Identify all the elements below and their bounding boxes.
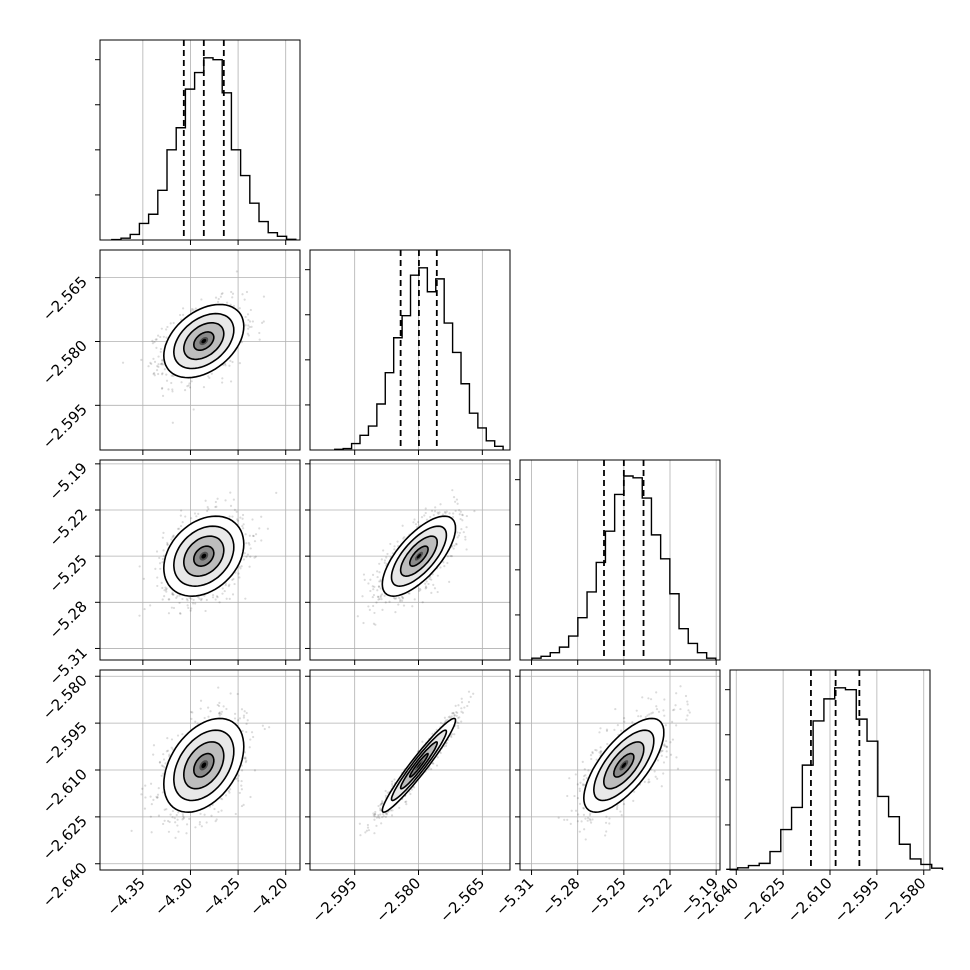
contour-line bbox=[172, 525, 235, 588]
x-tick-label: −5.31 bbox=[492, 874, 537, 919]
y-tick-label: −2.580 bbox=[39, 337, 91, 389]
y-tick-label: −2.595 bbox=[39, 400, 91, 452]
y-tick-label: −2.595 bbox=[39, 718, 91, 770]
histogram-panel-1 bbox=[305, 249, 511, 455]
scatter-panel-3-0 bbox=[95, 669, 301, 875]
y-tick-label: −2.640 bbox=[39, 859, 91, 911]
scatter-points bbox=[130, 686, 271, 840]
contour-line bbox=[592, 729, 655, 802]
x-tick-label: −2.595 bbox=[309, 874, 361, 926]
contour-line bbox=[192, 331, 215, 351]
contour-line bbox=[192, 545, 215, 568]
x-tick-label: −2.580 bbox=[878, 874, 930, 926]
x-tick-label: −4.30 bbox=[151, 874, 196, 919]
x-tick-label: −2.565 bbox=[436, 874, 488, 926]
histogram-panel-0 bbox=[95, 39, 301, 245]
density-peak bbox=[416, 553, 422, 559]
x-tick-label: −2.610 bbox=[784, 874, 836, 926]
x-tick-label: −5.22 bbox=[631, 874, 676, 919]
x-tick-label: −5.28 bbox=[538, 874, 583, 919]
contour-line bbox=[582, 717, 665, 814]
y-tick-label: −2.565 bbox=[39, 273, 91, 325]
panel-frame bbox=[99, 459, 301, 661]
contour-line bbox=[192, 752, 215, 778]
panel-frame bbox=[99, 39, 301, 241]
contour-line bbox=[381, 717, 457, 814]
x-tick-label: −4.25 bbox=[199, 874, 244, 919]
contour-line bbox=[182, 322, 225, 361]
panel-frame bbox=[309, 459, 511, 661]
contour-line bbox=[612, 752, 635, 778]
scatter-panel-2-0 bbox=[95, 459, 301, 665]
density-peak bbox=[416, 762, 422, 769]
panel-frame bbox=[519, 459, 721, 661]
y-tick-label: −5.19 bbox=[46, 459, 91, 504]
panel-frame bbox=[309, 249, 511, 451]
contour-line bbox=[182, 535, 225, 578]
y-tick-label: −2.625 bbox=[39, 812, 91, 864]
contour-line bbox=[381, 515, 457, 598]
contour-line bbox=[409, 752, 429, 778]
panel-frame bbox=[99, 249, 301, 451]
scatter-panel-3-2 bbox=[515, 669, 721, 875]
contour-line bbox=[172, 729, 235, 802]
scatter-panel-2-1 bbox=[305, 459, 511, 665]
histogram-panel-3 bbox=[725, 669, 944, 875]
contour-line bbox=[162, 717, 245, 814]
x-tick-label: −2.595 bbox=[831, 874, 883, 926]
histogram-panel-2 bbox=[515, 459, 721, 665]
density-peak bbox=[201, 762, 207, 769]
contour-line bbox=[162, 303, 245, 379]
scatter-panel-1-0 bbox=[95, 249, 301, 455]
contour-line bbox=[602, 741, 645, 790]
contour-line bbox=[162, 515, 245, 598]
contour-line bbox=[390, 729, 448, 802]
x-tick-label: −2.580 bbox=[372, 874, 424, 926]
contour-line bbox=[182, 741, 225, 790]
scatter-points bbox=[557, 685, 691, 841]
contour-line bbox=[172, 312, 235, 370]
histogram-steps bbox=[726, 687, 944, 870]
density-peak bbox=[201, 553, 207, 559]
contour-line bbox=[399, 741, 439, 790]
scatter-points bbox=[356, 489, 476, 626]
x-tick-label: −2.625 bbox=[737, 874, 789, 926]
y-tick-label: −5.28 bbox=[46, 597, 91, 642]
scatter-points bbox=[138, 491, 278, 617]
scatter-panel-3-1 bbox=[305, 669, 511, 875]
y-tick-label: −5.25 bbox=[46, 551, 91, 596]
density-peak bbox=[621, 762, 627, 769]
density-peak bbox=[201, 338, 207, 344]
y-tick-label: −2.610 bbox=[39, 765, 91, 817]
x-tick-label: −4.35 bbox=[103, 874, 148, 919]
scatter-points bbox=[121, 270, 266, 424]
contour-line bbox=[409, 545, 429, 568]
contour-line bbox=[390, 525, 448, 588]
x-tick-label: −5.25 bbox=[584, 874, 629, 919]
x-tick-label: −4.20 bbox=[246, 874, 291, 919]
contour-line bbox=[399, 535, 439, 578]
y-tick-label: −5.22 bbox=[46, 505, 91, 550]
